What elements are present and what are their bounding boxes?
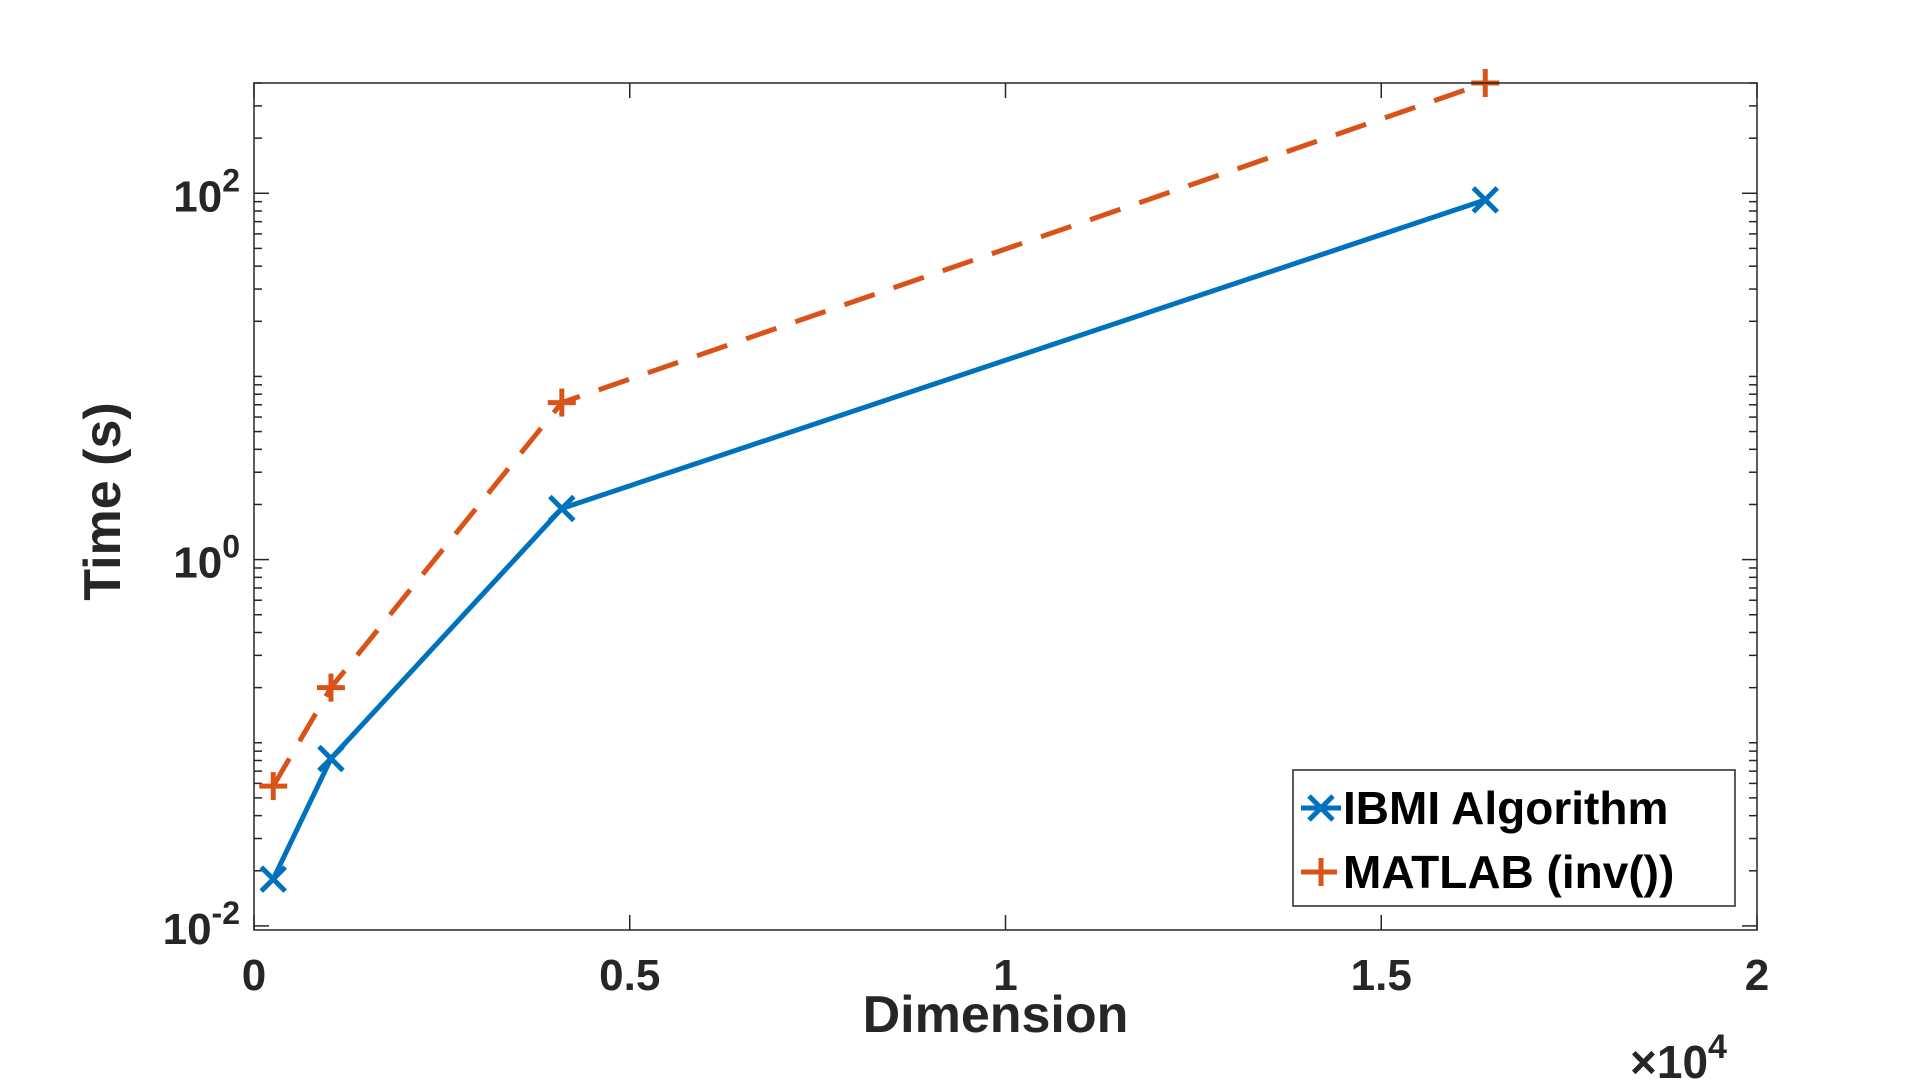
legend-label: MATLAB (inv())	[1343, 846, 1674, 898]
legend-items: IBMI Algorithm MATLAB (inv())	[1301, 782, 1674, 898]
legend-label: IBMI Algorithm	[1343, 782, 1668, 834]
data-point-2	[547, 388, 576, 417]
legend-swatch-marker-stroke	[1307, 794, 1335, 822]
y-tick-label: 100	[173, 529, 240, 588]
y-tick-label: 10-2	[163, 895, 240, 954]
y-tick-exponent: -2	[212, 895, 240, 931]
data-point-1-stroke	[1471, 186, 1500, 214]
data-point-1-stroke	[259, 865, 288, 893]
legend: IBMI Algorithm MATLAB (inv())	[1292, 769, 1736, 907]
x-exponent-power: 4	[1708, 1028, 1727, 1066]
x-tick-labels: 0 0.5 1 1.5 2	[242, 951, 1769, 1000]
series-group	[259, 69, 1500, 893]
data-point-2	[316, 673, 345, 702]
series-line-2	[271, 80, 1487, 788]
y-tick-exponent: 0	[222, 529, 240, 565]
x-tick-label: 1.5	[1351, 951, 1412, 1000]
x-exponent-multiplier: ×10	[1630, 1036, 1708, 1083]
legend-box	[1292, 769, 1736, 907]
legend-swatch-marker	[1307, 794, 1335, 822]
y-tick-base: 10	[173, 539, 222, 588]
series-line-1	[270, 197, 1487, 881]
data-point-2	[259, 772, 288, 801]
x-axis-title: Dimension	[863, 986, 1129, 1044]
data-point-1	[548, 494, 576, 523]
y-tick-base: 10	[173, 172, 222, 221]
x-tick-label: 0.5	[599, 951, 660, 1000]
y-axis-title: Time (s)	[74, 402, 132, 600]
y-tick-base: 10	[163, 905, 212, 954]
x-tick-label: 1	[993, 951, 1017, 1000]
axis-ticks	[253, 82, 1758, 930]
x-axis-exponent-label: ×104	[1630, 1028, 1727, 1083]
data-point-1-stroke	[548, 494, 576, 523]
x-tick-label: 2	[1745, 951, 1769, 1000]
y-tick-label: 102	[173, 162, 240, 221]
legend-swatch-marker	[1307, 858, 1335, 886]
data-point-1	[317, 744, 345, 773]
x-tick-label: 0	[242, 951, 266, 1000]
data-point-1	[259, 865, 288, 893]
y-tick-exponent: 2	[222, 162, 240, 198]
plot-area-frame	[253, 82, 1758, 931]
data-point-1	[1471, 186, 1500, 214]
data-point-1-stroke	[317, 744, 345, 773]
